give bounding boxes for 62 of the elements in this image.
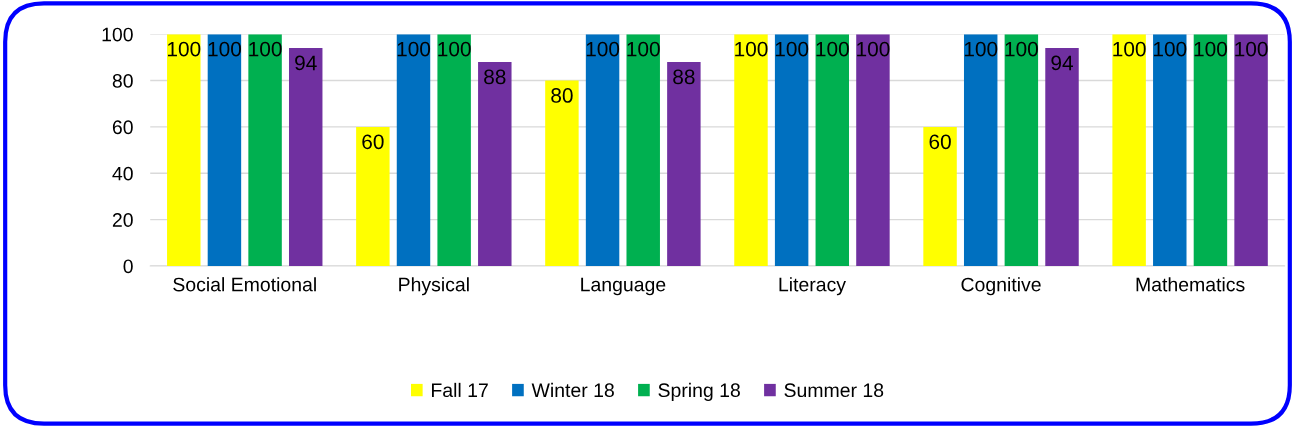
bar — [585, 34, 620, 267]
data-label: 100 — [1235, 41, 1268, 57]
y-tick-label: 80 — [112, 74, 133, 88]
bar — [1045, 48, 1079, 267]
bar — [963, 34, 998, 267]
x-tick-label: Mathematics — [1136, 277, 1245, 292]
bar — [1112, 34, 1146, 267]
bar — [923, 126, 957, 267]
data-label: 100 — [586, 41, 620, 57]
data-label: 88 — [673, 69, 695, 85]
bar — [1234, 34, 1268, 267]
bar — [356, 126, 390, 267]
y-tick-label: 60 — [112, 120, 133, 135]
data-label: 100 — [735, 41, 768, 57]
legend-label: Winter 18 — [531, 382, 614, 398]
bar — [167, 34, 201, 267]
data-label: 100 — [816, 41, 849, 57]
bar — [478, 61, 512, 267]
bar — [626, 34, 660, 267]
data-label: 100 — [167, 41, 201, 57]
bar — [856, 34, 890, 267]
bar — [1004, 34, 1039, 267]
y-tick-label: 40 — [112, 166, 133, 181]
bar — [734, 34, 768, 267]
data-label: 100 — [857, 41, 890, 57]
legend-label: Fall 17 — [432, 382, 488, 398]
data-label: 88 — [484, 69, 506, 85]
data-label: 80 — [551, 88, 573, 103]
bar — [774, 34, 809, 267]
x-tick-label: Language — [581, 277, 666, 296]
bar — [437, 34, 471, 267]
bar — [815, 34, 850, 267]
data-label: 100 — [249, 41, 282, 57]
y-tick-label: 0 — [123, 259, 133, 274]
data-label: 100 — [208, 41, 241, 57]
bar — [667, 61, 701, 267]
data-label: 100 — [397, 41, 431, 57]
data-label: 100 — [1113, 41, 1146, 57]
data-label: 60 — [929, 134, 951, 150]
bar — [207, 34, 242, 267]
x-tick-label: Social Emotional — [173, 277, 316, 292]
bar — [289, 48, 323, 267]
bar — [1193, 34, 1228, 267]
bar — [1153, 34, 1187, 267]
x-tick-label: Physical — [399, 277, 469, 296]
bar — [248, 34, 282, 267]
bar — [396, 34, 431, 267]
data-label: 100 — [1194, 41, 1227, 57]
bar — [545, 80, 579, 267]
data-label: 100 — [775, 41, 809, 57]
legend-label: Summer 18 — [784, 383, 884, 398]
y-tick-label: 20 — [112, 213, 133, 227]
y-tick-label: 100 — [102, 27, 133, 42]
data-label: 100 — [1005, 41, 1038, 57]
x-tick-label: Cognitive — [961, 277, 1041, 296]
data-label: 60 — [362, 134, 384, 150]
data-label: 94 — [1051, 55, 1073, 71]
data-label: 94 — [295, 55, 317, 71]
legend-label: Spring 18 — [658, 382, 740, 401]
data-label: 100 — [627, 41, 660, 57]
x-tick-label: Literacy — [779, 277, 846, 296]
data-label: 100 — [438, 41, 471, 57]
